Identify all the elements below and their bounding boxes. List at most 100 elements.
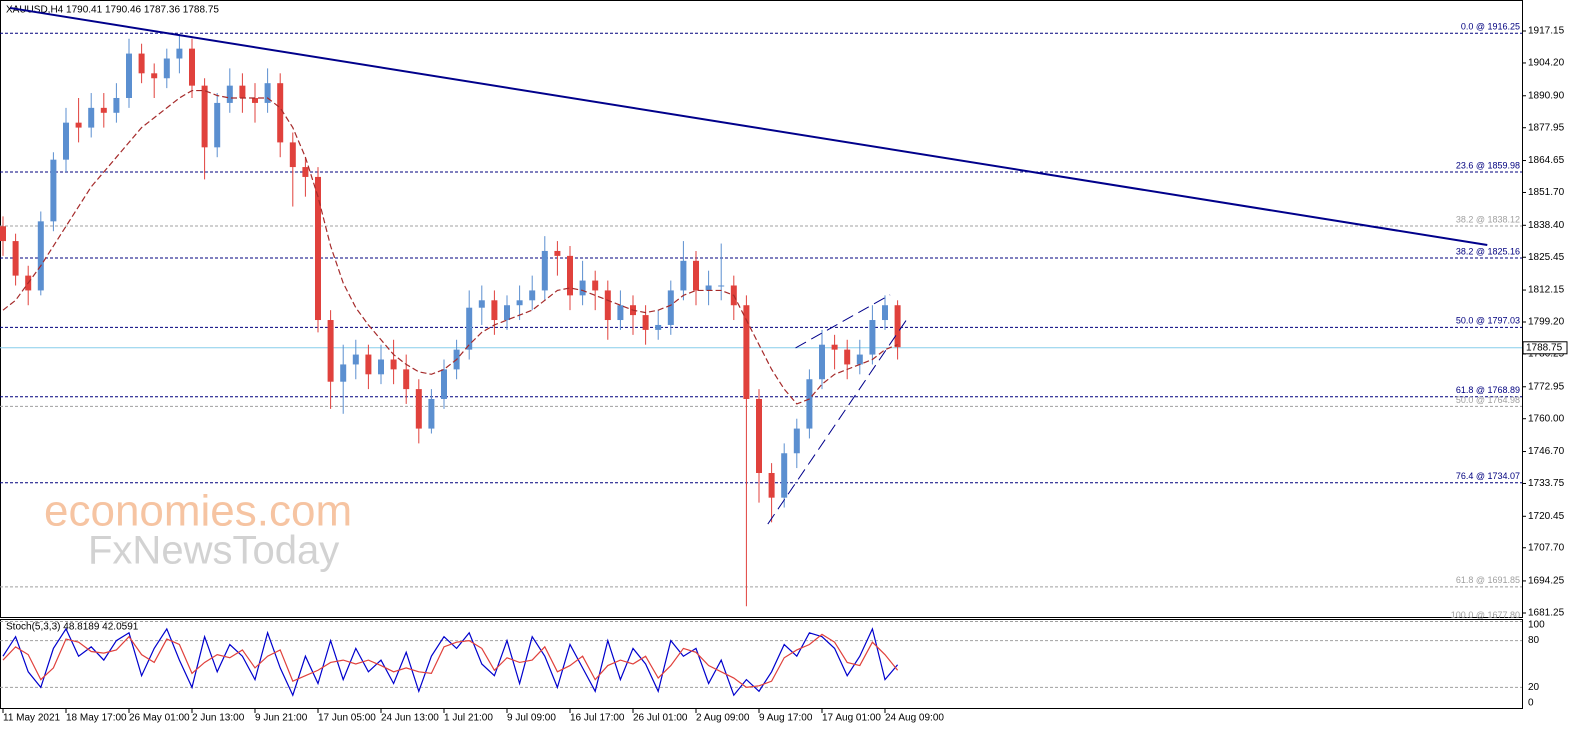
candle-body [75, 122, 82, 128]
candle-body [12, 241, 19, 276]
x-tick-label: 26 May 01:00 [129, 713, 190, 724]
watermark: economies.com [44, 487, 352, 536]
y-tick-label: 1772.95 [1528, 381, 1565, 392]
y-tick-label: 1799.20 [1528, 317, 1565, 328]
fib-level-label: 50.0 @ 1764.98 [1456, 395, 1520, 405]
candle-body [415, 389, 422, 429]
candle-body [504, 305, 510, 321]
candle-body [894, 305, 901, 348]
candle-body [592, 280, 599, 291]
y-tick-label: 1760.00 [1528, 413, 1565, 424]
candle-body [189, 48, 195, 86]
candle-body [390, 359, 397, 370]
y-tick-label: 100 [1528, 620, 1545, 631]
candle-body [554, 250, 561, 256]
candle-body [579, 280, 586, 296]
current-price-box [1522, 341, 1568, 355]
stoch-line [2, 627, 899, 697]
candle-body [529, 290, 536, 301]
y-tick-label: 1877.95 [1528, 122, 1565, 133]
trendline [795, 294, 891, 349]
candle-body [819, 344, 825, 380]
watermark: FxNewsToday [88, 529, 339, 573]
x-tick-label: 9 Jul 09:00 [507, 713, 556, 724]
candle-body [315, 176, 321, 321]
moving-average [2, 89, 898, 405]
candle-body [428, 398, 435, 429]
candle-body [856, 354, 863, 365]
candle-body [604, 290, 611, 321]
price-panel [0, 0, 1523, 618]
candle-body [37, 221, 44, 291]
x-tick-label: 26 Jul 01:00 [633, 713, 688, 724]
fib-level-label: 76.4 @ 1734.07 [1456, 471, 1520, 481]
candle-body [403, 369, 410, 390]
candle-body [138, 53, 145, 74]
y-tick-label: 1917.15 [1528, 26, 1565, 37]
x-tick-label: 24 Aug 09:00 [885, 713, 944, 724]
candle-body [768, 472, 775, 498]
candle-body [869, 320, 876, 355]
candle-body [201, 85, 208, 148]
y-tick-label: 1681.25 [1528, 608, 1565, 619]
y-tick-label: 1825.45 [1528, 252, 1565, 263]
x-tick-label: 16 Jul 17:00 [570, 713, 625, 724]
candle-body [252, 97, 258, 103]
y-tick-label: 1851.70 [1528, 187, 1565, 198]
stoch-panel [0, 619, 1523, 709]
y-tick-label: 1890.90 [1528, 90, 1565, 101]
y-tick-label: 1904.20 [1528, 58, 1565, 69]
candle-body [214, 102, 221, 148]
trendline [9, 6, 1488, 247]
y-tick-label: 1733.75 [1528, 478, 1565, 489]
candle-body [441, 369, 447, 399]
y-tick-label: 1864.65 [1528, 155, 1565, 166]
candle-body [151, 73, 158, 79]
candle-body [340, 364, 347, 382]
candle-body [50, 159, 57, 222]
stoch-header: Stoch(5,3,3) 48.8189 42.0591 [6, 622, 139, 633]
y-tick-label: 1707.70 [1528, 542, 1565, 553]
candle-body [302, 167, 309, 177]
candle-body [844, 349, 851, 365]
candle-body [718, 285, 725, 287]
candle-body [327, 320, 334, 382]
y-tick-label: 20 [1528, 682, 1540, 693]
candle-body [567, 255, 573, 296]
candle-body [365, 354, 372, 375]
current-price-label: 1788.75 [1526, 342, 1563, 353]
candle-body [277, 83, 284, 143]
candle-body [617, 305, 624, 321]
candle-body [642, 315, 649, 330]
fib-level-label: 50.0 @ 1797.03 [1456, 316, 1520, 326]
candle-body [680, 260, 687, 291]
fib-level-label: 23.6 @ 1859.98 [1456, 160, 1520, 170]
y-tick-label: 1746.70 [1528, 446, 1565, 457]
x-tick-label: 2 Jun 13:00 [192, 713, 245, 724]
candle-body [705, 285, 712, 291]
y-tick-label: 0 [1528, 698, 1534, 709]
x-tick-label: 2 Aug 09:00 [696, 713, 750, 724]
stoch-line [2, 633, 899, 689]
candle-body [88, 107, 95, 128]
x-tick-label: 18 May 17:00 [66, 713, 127, 724]
candle-body [176, 48, 183, 59]
y-tick-label: 80 [1528, 635, 1540, 646]
candle-body [516, 300, 523, 306]
candle-body [239, 85, 246, 98]
chart-header: XAUUSD,H4 1790.41 1790.46 1787.36 1788.7… [6, 5, 219, 16]
x-tick-label: 9 Jun 21:00 [255, 713, 308, 724]
candle-body [163, 58, 170, 79]
candle-body [491, 300, 498, 321]
x-tick-label: 9 Aug 17:00 [759, 713, 813, 724]
candle-body [806, 379, 813, 429]
candle-body [693, 260, 699, 291]
y-tick-label: 1812.15 [1528, 285, 1565, 296]
x-tick-label: 17 Aug 01:00 [822, 713, 881, 724]
candle-body [289, 142, 296, 168]
x-tick-label: 24 Jun 13:00 [381, 713, 439, 724]
candle-body [478, 300, 485, 308]
candle-body [541, 250, 548, 291]
fib-level-label: 100.0 @ 1677.80 [1451, 610, 1520, 620]
